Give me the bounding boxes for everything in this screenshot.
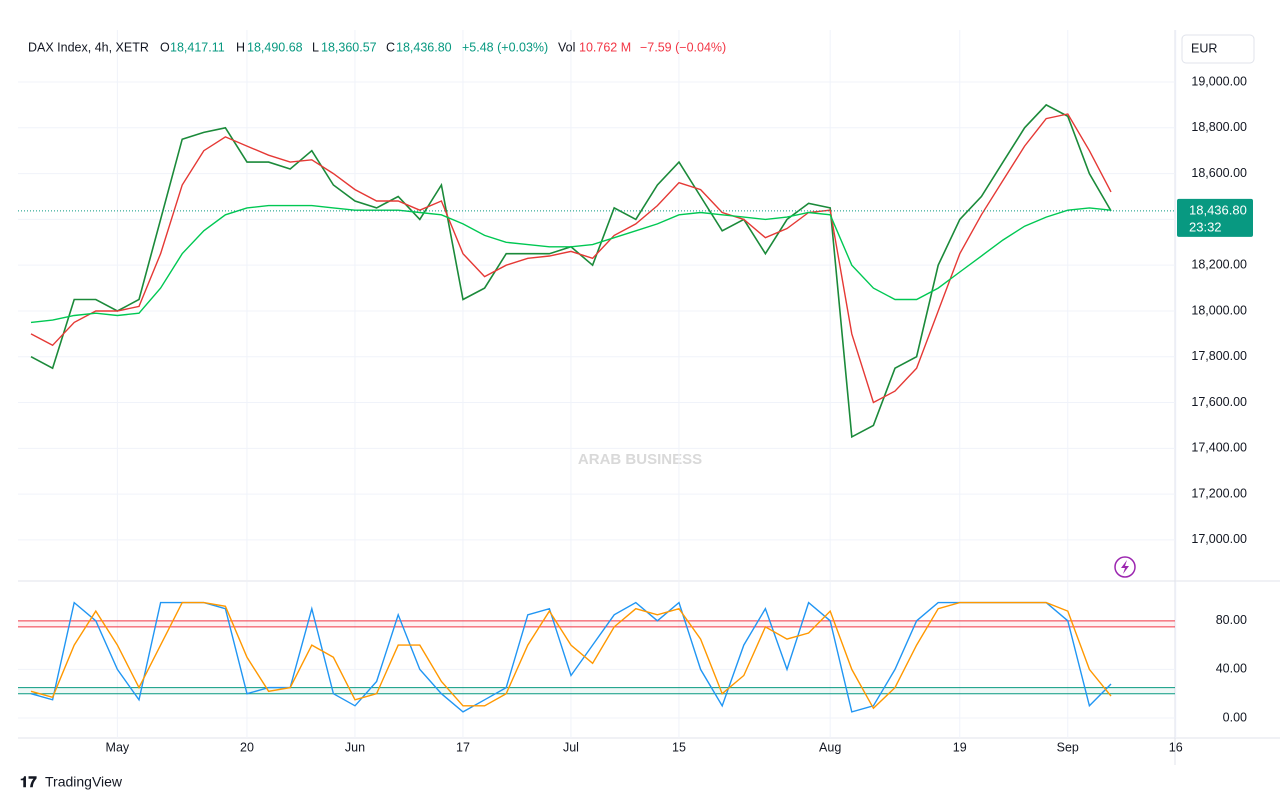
x-tick-label: 17 — [456, 740, 470, 754]
last-price-box — [1177, 198, 1253, 237]
h-value: 18,490.68 — [247, 40, 303, 54]
x-tick-label: Jul — [563, 740, 579, 754]
y-tick-label: 18,200.00 — [1191, 257, 1247, 271]
vol-label: Vol — [558, 40, 575, 54]
change: +5.48 (+0.03%) — [462, 40, 548, 54]
currency-button[interactable] — [1181, 34, 1255, 64]
y-tick-label: 17,800.00 — [1191, 349, 1247, 363]
y-tick-label: 80.00 — [1216, 613, 1247, 627]
x-tick-label: 20 — [240, 740, 254, 754]
brand: TradingView — [45, 774, 123, 790]
vol-change: −7.59 (−0.04%) — [640, 40, 726, 54]
currency[interactable]: EUR — [1191, 41, 1217, 55]
x-tick-label: Sep — [1057, 740, 1079, 754]
c-label: C — [386, 40, 395, 54]
y-tick-label: 18,600.00 — [1191, 166, 1247, 180]
alert-icon-bolt — [1121, 560, 1129, 574]
y-tick-label: 17,600.00 — [1191, 395, 1247, 409]
x-tick-label: May — [106, 740, 130, 754]
series-line — [30, 204, 1112, 324]
x-tick-label: Aug — [819, 740, 841, 754]
h-label: H — [236, 40, 245, 54]
alert-icon[interactable] — [1114, 556, 1136, 578]
c-value: 18,436.80 — [396, 40, 452, 54]
y-tick-label: 18,800.00 — [1191, 120, 1247, 134]
x-tick-label: 19 — [953, 740, 967, 754]
symbol: DAX Index, 4h, XETR — [28, 40, 149, 54]
band-fill — [18, 620, 1175, 627]
y-tick-label: 17,400.00 — [1191, 441, 1247, 455]
series-line — [30, 601, 1112, 710]
l-label: L — [312, 40, 319, 54]
series-line — [30, 601, 1112, 713]
countdown: 23:32 — [1189, 219, 1222, 234]
brand-logo: 𝟏𝟕 — [20, 774, 37, 791]
watermark: ARAB BUSINESS — [578, 451, 702, 468]
y-tick-label: 17,000.00 — [1191, 532, 1247, 546]
band-fill — [18, 687, 1175, 694]
x-tick-label: 16 — [1169, 740, 1183, 754]
x-tick-label: Jun — [345, 740, 365, 754]
y-tick-label: 0.00 — [1223, 710, 1247, 724]
y-tick-label: 40.00 — [1216, 662, 1247, 676]
vol-value: 10.762 M — [579, 40, 631, 54]
last-price-label: 18,436.80 — [1189, 202, 1247, 217]
y-tick-label: 17,200.00 — [1191, 486, 1247, 500]
l-value: 18,360.57 — [321, 40, 377, 54]
o-label: O — [160, 40, 170, 54]
y-tick-label: 19,000.00 — [1191, 74, 1247, 88]
y-tick-label: 18,000.00 — [1191, 303, 1247, 317]
legend: DAX Index, 4h, XETR O 18,417.11 H 18,490… — [28, 40, 726, 54]
series-line — [30, 113, 1112, 404]
o-value: 18,417.11 — [170, 40, 225, 54]
x-tick-label: 15 — [672, 740, 686, 754]
